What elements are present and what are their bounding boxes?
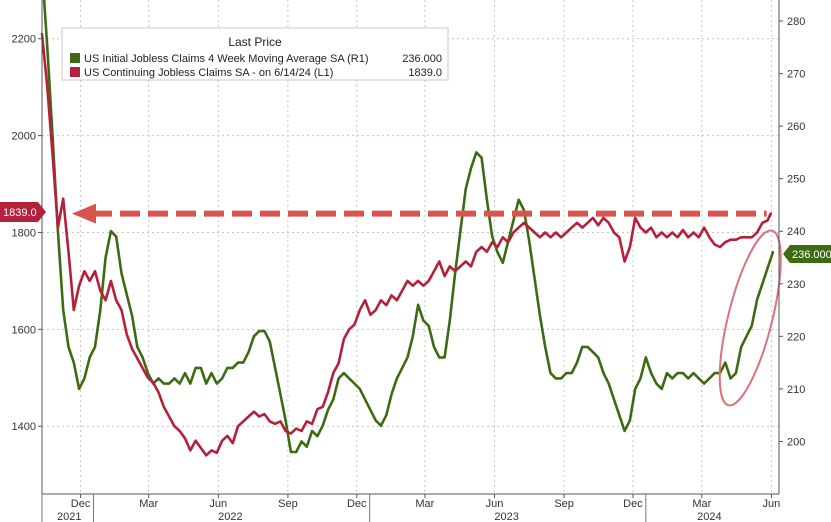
x-axis-month-label: Jun — [209, 498, 227, 510]
right-axis-tick-label: 240 — [787, 226, 805, 238]
annotation-layer — [72, 203, 782, 407]
x-axis-month-label: Sep — [554, 498, 574, 510]
x-axis-year-label: 2022 — [218, 511, 242, 522]
legend-label-initial-claims: US Initial Jobless Claims 4 Week Moving … — [84, 53, 369, 65]
legend-swatch-continuing-claims — [70, 67, 80, 77]
legend-label-continuing-claims: US Continuing Jobless Claims SA - on 6/1… — [84, 67, 333, 79]
right-badge-text: 236.000 — [792, 249, 831, 261]
left-axis-tick-label: 1400 — [12, 421, 36, 433]
highlight-ellipse — [718, 229, 782, 407]
left-axis-tick-label: 1600 — [12, 324, 36, 336]
right-axis-tick-label: 220 — [787, 331, 805, 343]
left-badge-text: 1839.0 — [3, 207, 37, 219]
x-axis-month-label: Mar — [415, 498, 434, 510]
legend-title: Last Price — [228, 35, 282, 49]
left-axis-tick-label: 1800 — [12, 227, 36, 239]
right-axis-tick-label: 230 — [787, 279, 805, 291]
x-axis-month-label: Dec — [71, 498, 91, 510]
x-axis-year-label: 2021 — [57, 511, 81, 522]
x-axis-month-label: Dec — [623, 498, 643, 510]
x-axis-month-label: Jun — [763, 498, 781, 510]
left-axis-tick-label: 2000 — [12, 131, 36, 143]
legend-value-initial-claims: 236.000 — [402, 53, 442, 65]
legend-value-continuing-claims: 1839.0 — [408, 67, 442, 79]
right-axis-tick-label: 200 — [787, 436, 805, 448]
right-value-badge: 236.000 — [783, 245, 831, 263]
right-axis-tick-label: 250 — [787, 174, 805, 186]
x-axis-year-label: 2023 — [494, 511, 518, 522]
series-layer — [40, 0, 775, 457]
left-badge-shape — [0, 202, 46, 222]
left-value-badge: 1839.0 — [0, 202, 46, 222]
right-axis-tick-label: 280 — [787, 16, 805, 28]
axes: 1400 1600 1800 2000 2200 200 210 220 230 240 250 26… — [12, 0, 805, 522]
x-axis-month-label: Mar — [692, 498, 711, 510]
right-badge-shape — [783, 245, 831, 263]
legend-swatch-initial-claims — [70, 53, 80, 63]
x-axis-month-label: Sep — [278, 498, 298, 510]
x-axis-month-label: Jun — [486, 498, 504, 510]
x-axis-year-label: 2024 — [697, 511, 721, 522]
dashed-arrow-head — [72, 203, 96, 224]
left-axis-tick-label: 2200 — [12, 34, 36, 46]
right-axis-tick-label: 210 — [787, 384, 805, 396]
legend: Last Price US Initial Jobless Claims 4 W… — [61, 27, 449, 81]
grid — [42, 0, 779, 494]
line-continuing-claims — [40, 32, 773, 457]
x-axis-month-label: Dec — [347, 498, 367, 510]
right-axis-tick-label: 260 — [787, 121, 805, 133]
line-initial-claims — [42, 0, 775, 454]
x-axis-month-label: Mar — [139, 498, 158, 510]
legend-box — [61, 27, 449, 81]
right-axis-tick-label: 270 — [787, 69, 805, 81]
